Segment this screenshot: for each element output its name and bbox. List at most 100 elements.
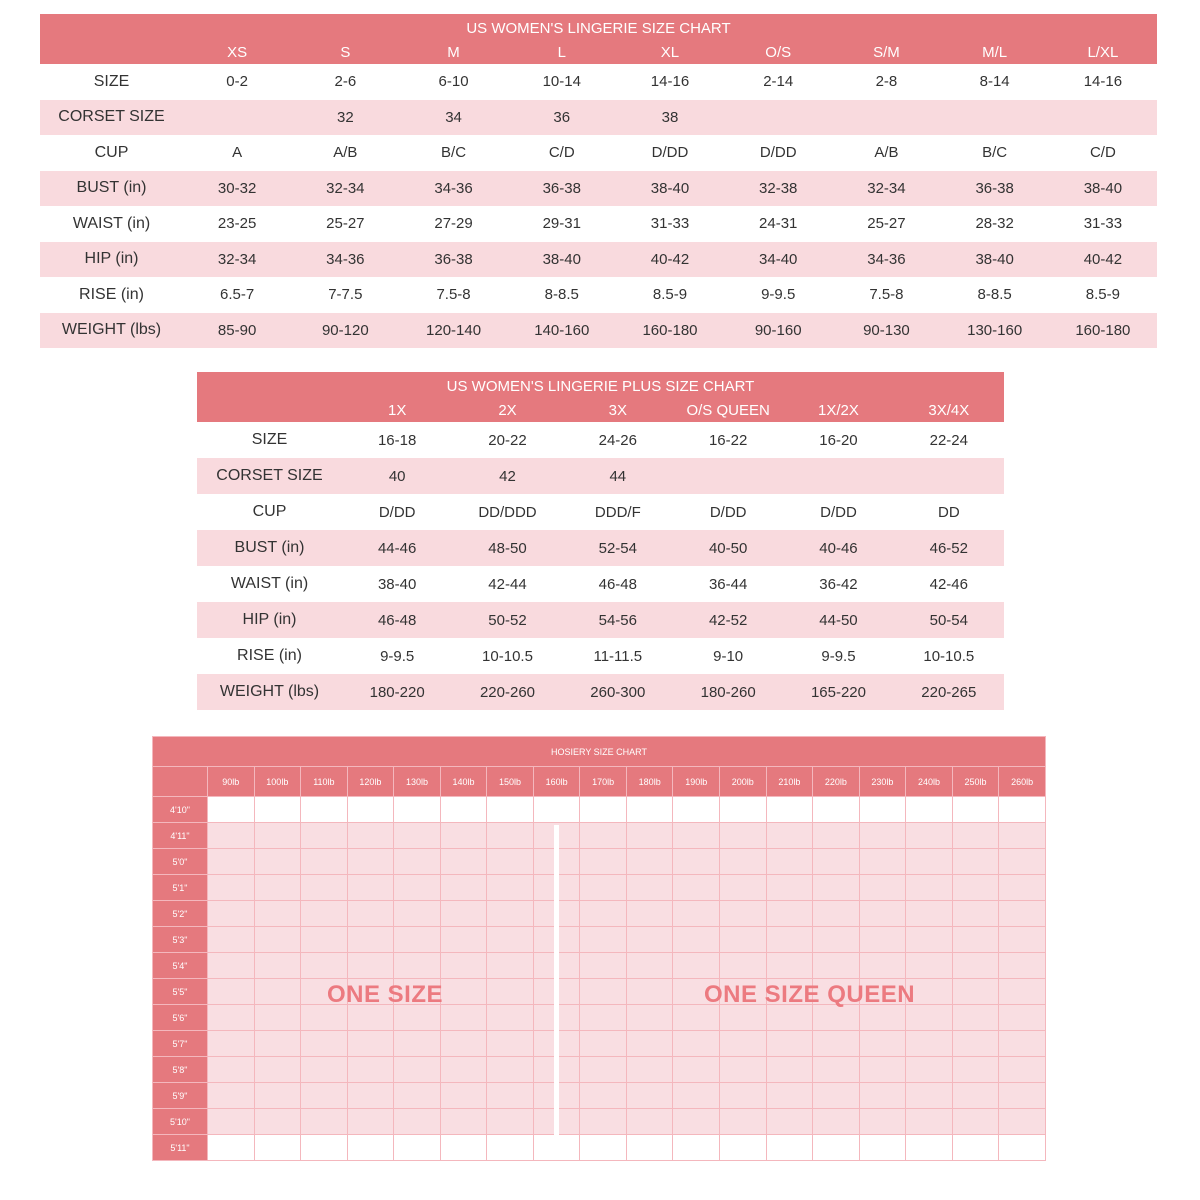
row-label: BUST (in) [197,530,342,566]
table-cell: 32 [291,99,400,135]
size-cell [439,952,488,979]
table-cell: 260-300 [562,674,673,710]
size-cell [905,926,953,953]
table-row: WAIST (in) 38-40 42-44 46-48 36-44 36-42 42-46 [197,566,1004,602]
table-cell: 2-14 [763,73,794,91]
table-cell: 42 [452,458,563,494]
size-cell [625,1030,674,1057]
table-cell: 52-54 [562,530,673,566]
size-cell [719,1004,767,1031]
size-cell [765,1004,814,1031]
table-cell: 38-40 [377,575,417,593]
size-cell [300,796,348,823]
table-cell: 34-40 [724,241,833,277]
size-cell [858,848,907,875]
size-cell [207,900,255,927]
size-cell [393,1134,441,1161]
table-cell: 27-29 [434,215,473,233]
column-header: O/S [724,40,833,64]
row-label: WAIST (in) [230,575,309,592]
size-cell [346,1030,395,1057]
table-cell: 34-36 [832,241,941,277]
size-cell [300,1004,348,1031]
table-cell: 32-34 [291,170,400,206]
size-cell [765,796,814,823]
size-cell [858,952,907,979]
table-cell: 23-25 [217,215,257,233]
size-cell [393,822,441,849]
size-cell [905,822,953,849]
table-cell: 180-220 [342,674,453,710]
height-label: 5'0" [152,848,208,875]
size-cell [812,1030,860,1057]
column-header: S/M [832,40,941,64]
size-cell [300,1134,348,1161]
size-cell [207,952,255,979]
row-label: CORSET SIZE [197,458,342,494]
size-cell [951,1082,1000,1109]
size-cell [439,926,488,953]
table-cell: 38-40 [507,241,616,277]
size-cell [346,1134,395,1161]
one-size-label: ONE SIZE [327,981,444,1008]
size-cell [625,1056,674,1083]
size-cell [951,1108,1000,1135]
height-label: 5'10" [152,1108,208,1135]
size-cell [346,796,395,823]
column-header: M/L [940,40,1049,64]
size-cell [579,978,627,1005]
chart-title: US WOMEN'S LINGERIE PLUS SIZE CHART [197,372,1004,398]
height-label: 5'2" [152,900,208,927]
table-row: 5'3" [152,926,1046,953]
table-cell: 22-24 [929,431,968,449]
size-cell [439,1134,488,1161]
size-cell [625,1134,674,1161]
table-row: 5'10" [152,1108,1046,1135]
size-cell [672,978,721,1005]
size-cell [346,1082,395,1109]
table-row: 5'0" [152,848,1046,875]
table-cell [724,99,833,135]
size-cell [625,978,674,1005]
table-cell: 8-8.5 [544,286,579,304]
size-cell [253,900,302,927]
size-cell [532,796,581,823]
size-cell [579,926,627,953]
table-cell: 14-16 [1083,73,1123,91]
table-cell: 34-36 [399,170,508,206]
size-cell [858,822,907,849]
row-label: CUP [94,143,129,161]
size-cell [207,926,255,953]
size-cell [439,1030,488,1057]
table-row: 5'9" [152,1082,1046,1109]
table-cell: 42-44 [488,575,527,593]
size-cell [812,978,860,1005]
table-row: HIP (in) 32-34 34-36 36-38 38-40 40-42 34-40 34… [40,241,1157,277]
size-cell [625,1082,674,1109]
size-cell [300,874,348,901]
size-cell [905,1004,953,1031]
table-cell: 140-160 [507,312,616,348]
row-label: RISE (in) [79,285,144,303]
row-label: HIP (in) [40,241,183,277]
size-cell [905,1134,953,1161]
table-cell: 40-42 [615,241,725,277]
size-cell [253,952,302,979]
size-cell [951,900,1000,927]
size-cell [486,1134,534,1161]
table-cell [672,458,784,494]
size-cell [439,874,488,901]
table-cell [893,458,1004,494]
size-cell [579,1030,627,1057]
size-cell [579,1134,627,1161]
table-row: 5'5" [152,978,1046,1005]
size-cell [207,1082,255,1109]
size-cell [998,1082,1046,1109]
size-cell [672,900,721,927]
table-cell [783,458,894,494]
table-row: CORSET SIZE 40 42 44 [197,458,1004,494]
table-cell: D/DD [651,144,689,162]
size-cell [812,900,860,927]
table-row: 5'6" [152,1004,1046,1031]
chart-title: US WOMEN'S LINGERIE SIZE CHART [40,14,1157,40]
